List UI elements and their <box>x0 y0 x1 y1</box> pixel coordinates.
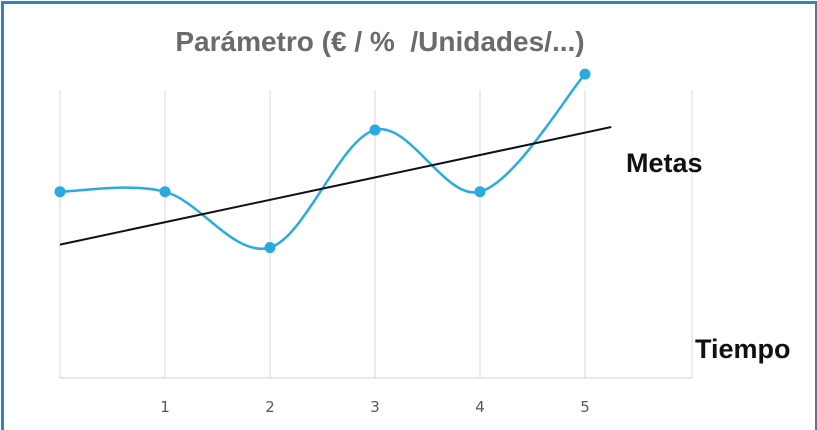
x-tick-label: 4 <box>475 398 485 416</box>
chart-title: Parámetro (€ / % /Unidades/...) <box>175 26 585 57</box>
data-point <box>474 186 486 198</box>
x-axis-title: Tiempo <box>695 334 791 364</box>
data-point <box>369 124 381 136</box>
series-line <box>59 73 586 251</box>
goal-label: Metas <box>626 148 703 178</box>
data-point <box>579 68 591 80</box>
gridlines <box>59 90 693 378</box>
series-markers <box>54 68 591 254</box>
goal-trend-line <box>59 126 612 246</box>
x-tick-label: 1 <box>160 398 170 416</box>
x-tick-label: 2 <box>265 398 275 416</box>
x-tick-label: 3 <box>370 398 380 416</box>
data-point <box>159 186 171 198</box>
data-point <box>54 186 66 198</box>
x-tick-labels: 1 2 3 4 5 <box>160 398 590 416</box>
data-point <box>264 242 276 254</box>
x-tick-label: 5 <box>580 398 590 416</box>
